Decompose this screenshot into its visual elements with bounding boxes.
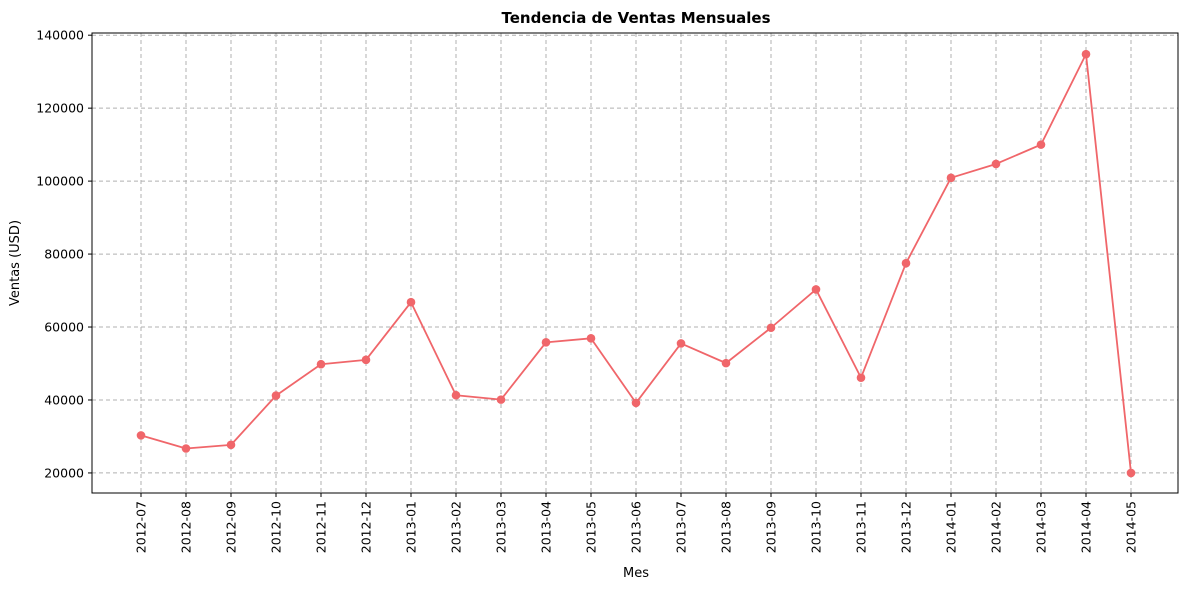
data-point [316, 359, 326, 369]
data-point [181, 444, 191, 453]
x-axis-label: Mes [623, 566, 649, 581]
data-point [766, 323, 776, 333]
data-point [946, 173, 956, 183]
x-tick-label: 2013-05 [584, 501, 599, 553]
data-point [586, 334, 596, 343]
chart-title: Tendencia de Ventas Mensuales [501, 9, 770, 27]
x-tick-label: 2013-02 [449, 501, 464, 553]
data-point [811, 285, 821, 294]
x-tick-label: 2012-07 [134, 501, 149, 553]
x-tick-label: 2012-09 [224, 501, 239, 553]
x-tick-label: 2014-04 [1079, 501, 1094, 553]
grid [92, 33, 1178, 493]
x-tick-label: 2013-12 [899, 501, 914, 553]
x-tick-label: 2013-03 [494, 501, 509, 553]
data-point [631, 398, 641, 408]
x-tick-label: 2013-01 [404, 501, 419, 553]
y-axis-label: Ventas (USD) [8, 220, 23, 306]
x-tick-label: 2013-06 [629, 501, 644, 553]
data-point [1081, 49, 1091, 59]
x-tick-label: 2014-03 [1034, 501, 1049, 553]
y-tick-label: 100000 [36, 174, 84, 189]
x-tick-label: 2012-10 [269, 501, 284, 553]
x-tick-label: 2014-02 [989, 501, 1004, 553]
data-point [901, 258, 911, 268]
y-tick-label: 140000 [36, 28, 84, 43]
y-tick-label: 80000 [44, 247, 84, 262]
x-tick-label: 2014-05 [1124, 501, 1139, 553]
y-tick-label: 20000 [44, 465, 84, 480]
series-line [140, 53, 1132, 474]
plot-frame [91, 32, 1179, 494]
y-axis: 20000 40000 60000 80000 100000 120000 140000 [36, 28, 92, 480]
y-tick-label: 60000 [44, 320, 84, 335]
x-tick-label: 2014-01 [944, 501, 959, 553]
data-point [721, 358, 731, 368]
x-tick-label: 2013-08 [719, 501, 734, 553]
x-tick-label: 2013-10 [809, 501, 824, 553]
x-axis: 2012-07 2012-08 2012-09 2012-10 2012-11 2012-… [134, 493, 1139, 553]
data-point [361, 355, 371, 365]
x-tick-label: 2012-11 [314, 501, 329, 553]
x-tick-label: 2013-04 [539, 501, 554, 553]
y-tick-label: 40000 [44, 392, 84, 407]
x-tick-label: 2013-07 [674, 501, 689, 553]
series-layer [136, 49, 1136, 478]
x-tick-label: 2012-12 [359, 501, 374, 553]
data-point [451, 390, 461, 400]
data-point [406, 297, 416, 307]
data-point [856, 373, 866, 383]
data-point [1036, 140, 1046, 149]
data-point [496, 395, 506, 404]
data-point [271, 391, 281, 400]
data-point [136, 431, 146, 440]
y-tick-label: 120000 [36, 101, 84, 116]
data-point [541, 338, 551, 347]
data-point [1126, 468, 1136, 478]
data-point [676, 339, 686, 348]
data-point [226, 440, 236, 450]
data-point [991, 159, 1001, 169]
x-tick-label: 2012-08 [179, 501, 194, 553]
x-tick-label: 2013-09 [764, 501, 779, 553]
x-tick-label: 2013-11 [854, 501, 869, 553]
